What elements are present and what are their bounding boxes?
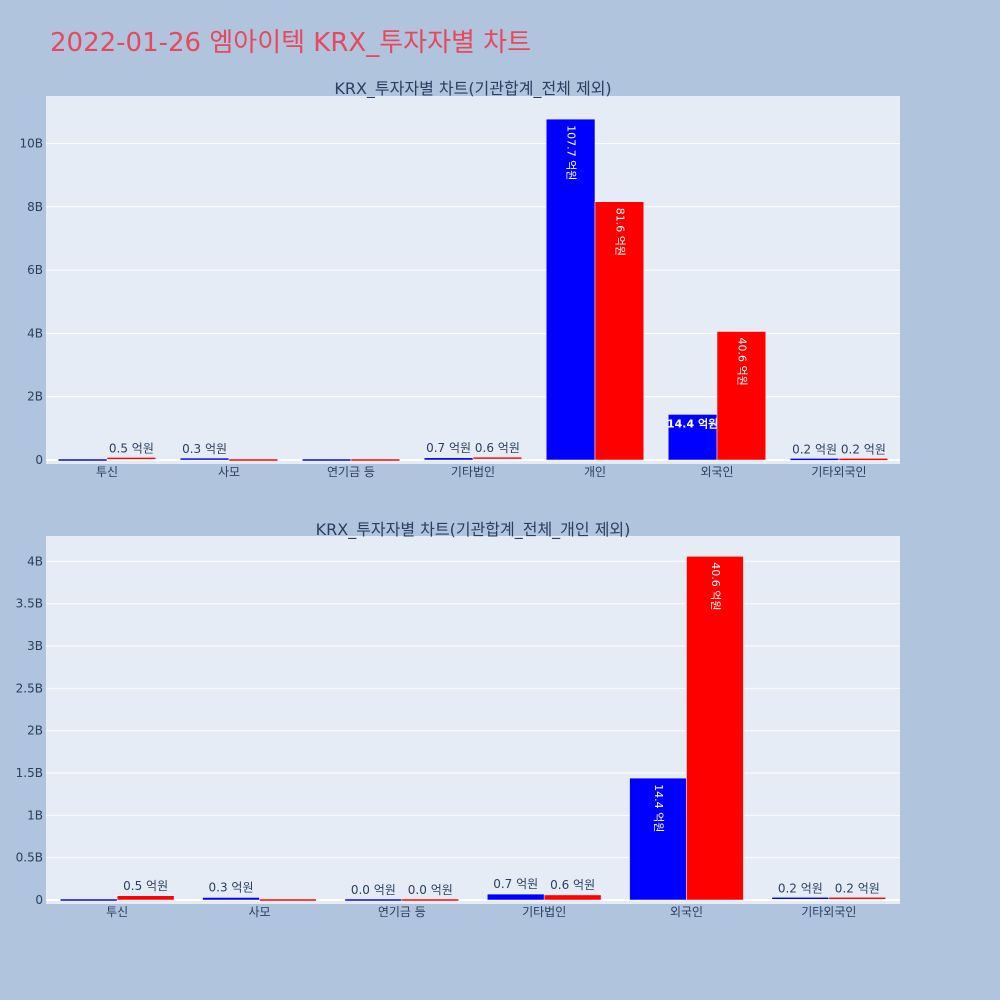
page-title: 2022-01-26 엠아이텍 KRX_투자자별 차트 <box>50 28 532 58</box>
y-tick-label: 0.5B <box>16 851 43 865</box>
data-label: 81.6 억원 <box>613 208 626 256</box>
bar <box>106 457 157 460</box>
y-tick-label: 2B <box>27 390 43 404</box>
plot-area <box>46 536 900 904</box>
data-label: 0.2 억원 <box>792 442 837 456</box>
x-tick-label: 사모 <box>218 465 240 479</box>
bar <box>716 331 767 461</box>
data-label: 0.6 억원 <box>475 441 520 455</box>
chart-1: 0 2B 4B 6B 8B 10B KRX_투자자별 차트(기관합계_전체 제외) 투신 0.5… <box>19 79 900 479</box>
bar <box>344 898 403 902</box>
x-tick-label: 기타외국인 <box>801 905 856 919</box>
data-label: 0.3 억원 <box>182 442 227 456</box>
x-tick-label: 기타법인 <box>522 905 566 919</box>
y-tick-label: 10B <box>19 136 43 150</box>
x-tick-label: 외국인 <box>670 905 703 919</box>
x-tick-label: 기타법인 <box>451 465 495 479</box>
data-label: 0.0 억원 <box>351 883 396 897</box>
x-tick-label: 연기금 등 <box>327 465 375 479</box>
bar <box>116 895 175 901</box>
data-label: 0.7 억원 <box>493 877 538 891</box>
bar <box>423 457 474 461</box>
bar <box>486 893 545 901</box>
chart-title: KRX_투자자별 차트(기관합계_전체_개인 제외) <box>316 520 631 540</box>
bar <box>667 414 718 461</box>
data-label: 0.2 억원 <box>841 442 886 456</box>
data-label: 0.6 억원 <box>550 878 595 892</box>
bar <box>789 458 840 461</box>
x-tick-label: 외국인 <box>700 465 733 479</box>
bar <box>179 457 230 461</box>
y-tick-label: 0 <box>35 893 43 907</box>
bar <box>472 456 523 460</box>
x-tick-label: 사모 <box>248 905 270 919</box>
y-tick-label: 2.5B <box>16 681 43 695</box>
x-tick-label: 투신 <box>106 905 128 919</box>
y-tick-label: 1.5B <box>16 766 43 780</box>
y-tick-label: 3B <box>27 639 43 653</box>
y-tick-label: 4B <box>27 326 43 340</box>
data-label: 40.6 억원 <box>709 562 722 610</box>
y-tick-label: 2B <box>27 724 43 738</box>
bar <box>202 897 260 901</box>
chart-2: 0 0.5B 1B 1.5B 2B 2.5B 3B 3.5B 4B KRX_투자자별 차트(기관합… <box>16 520 900 919</box>
bar <box>401 898 460 902</box>
y-tick-label: 0 <box>35 453 43 467</box>
y-tick-label: 4B <box>27 554 43 568</box>
y-tick-label: 6B <box>27 263 43 277</box>
bar <box>771 897 830 900</box>
data-label: 0.3 억원 <box>209 880 254 894</box>
bar <box>594 201 645 461</box>
data-label: 107.7 억원 <box>565 125 578 180</box>
data-label: 0.2 억원 <box>835 881 880 895</box>
x-tick-label: 투신 <box>96 465 118 479</box>
data-label: 40.6 억원 <box>735 337 748 385</box>
plot-area <box>46 96 900 464</box>
bar <box>838 458 889 461</box>
data-label: 0.5 억원 <box>123 879 168 893</box>
x-tick-label: 개인 <box>584 465 606 479</box>
x-tick-label: 기타외국인 <box>811 465 866 479</box>
data-label: 0.0 억원 <box>408 883 453 897</box>
y-tick-label: 8B <box>27 200 43 214</box>
data-label: 0.7 억원 <box>426 441 471 455</box>
bar <box>57 458 108 462</box>
bar <box>828 897 887 900</box>
bar <box>228 458 279 462</box>
data-label: 14.4 억원 <box>652 784 665 832</box>
data-label: 14.4 억원 <box>667 416 718 430</box>
bar <box>301 458 352 462</box>
y-tick-label: 1B <box>27 808 43 822</box>
data-label: 0.5 억원 <box>109 441 154 455</box>
bar <box>350 458 401 462</box>
bar <box>686 556 744 901</box>
bar <box>543 894 602 901</box>
chart-title: KRX_투자자별 차트(기관합계_전체 제외) <box>334 79 611 99</box>
y-tick-label: 3.5B <box>16 597 43 611</box>
bar <box>259 898 317 902</box>
bar <box>59 898 118 902</box>
x-tick-label: 연기금 등 <box>378 905 426 919</box>
data-label: 0.2 억원 <box>778 881 823 895</box>
